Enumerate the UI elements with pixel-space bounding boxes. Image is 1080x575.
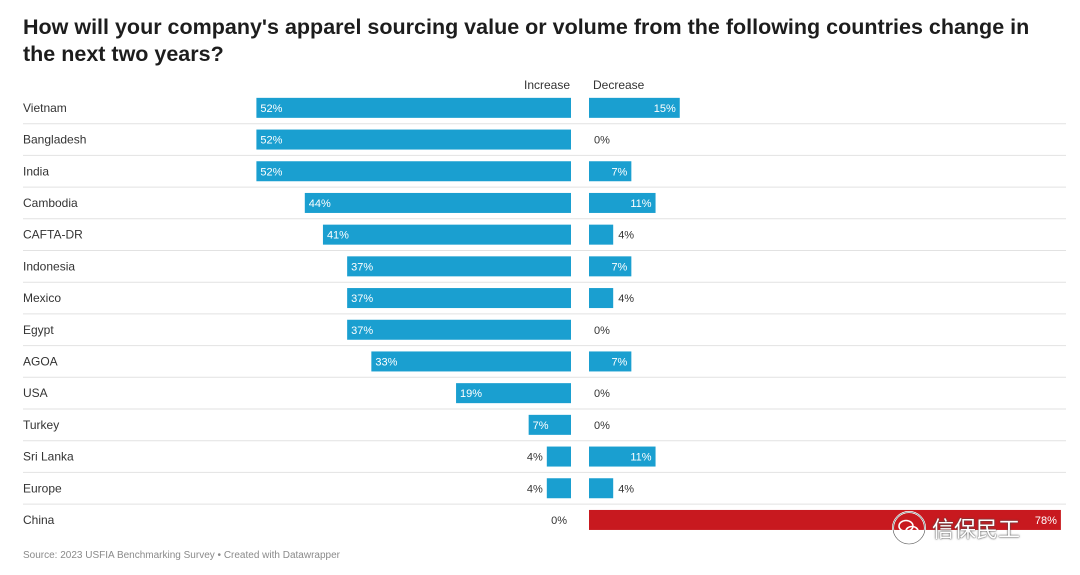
increase-column-header: Increase	[524, 78, 571, 92]
decrease-value-label: 15%	[654, 103, 676, 115]
category-label: Mexico	[23, 291, 61, 305]
increase-value-label: 33%	[375, 356, 397, 368]
decrease-column-header: Decrease	[593, 78, 645, 92]
increase-value-label: 0%	[551, 515, 567, 527]
decrease-value-label: 4%	[618, 293, 634, 305]
decrease-bar	[589, 478, 614, 499]
decrease-value-label: 0%	[594, 135, 610, 147]
increase-value-label: 52%	[260, 135, 282, 147]
increase-value-label: 41%	[327, 230, 349, 242]
decrease-value-label: 0%	[594, 420, 610, 432]
increase-bar	[528, 414, 571, 435]
increase-bar	[371, 351, 571, 372]
increase-bar	[546, 478, 571, 499]
wechat-logo-icon	[892, 511, 926, 545]
increase-bar	[347, 256, 571, 277]
watermark: 信保民工	[892, 508, 1052, 548]
increase-value-label: 52%	[260, 103, 282, 115]
watermark-text: 信保民工	[932, 518, 1021, 543]
decrease-bar	[589, 351, 632, 372]
decrease-bar	[589, 288, 614, 309]
increase-bar	[256, 97, 571, 118]
category-label: Europe	[23, 481, 62, 495]
increase-value-label: 37%	[351, 325, 373, 337]
increase-bar	[347, 319, 571, 340]
category-label: Egypt	[23, 323, 54, 337]
increase-value-label: 7%	[533, 420, 549, 432]
decrease-value-label: 11%	[630, 198, 651, 210]
increase-value-label: 4%	[527, 452, 543, 464]
category-label: Indonesia	[23, 259, 75, 273]
decrease-bar	[589, 161, 632, 182]
decrease-bar	[589, 224, 614, 245]
increase-bar	[322, 224, 571, 245]
decrease-value-label: 78%	[1035, 515, 1057, 527]
decrease-value-label: 7%	[611, 261, 627, 273]
category-label: AGOA	[23, 354, 58, 368]
category-label: Sri Lanka	[23, 450, 74, 464]
category-label: Cambodia	[23, 196, 78, 210]
increase-value-label: 37%	[351, 261, 373, 273]
category-label: China	[23, 513, 55, 527]
decrease-bar	[589, 446, 656, 467]
decrease-value-label: 7%	[611, 356, 627, 368]
decrease-value-label: 11%	[630, 452, 651, 464]
increase-value-label: 4%	[527, 483, 543, 495]
category-label: CAFTA-DR	[23, 228, 83, 242]
decrease-bar	[589, 192, 656, 213]
increase-bar	[546, 446, 571, 467]
increase-value-label: 37%	[351, 293, 373, 305]
decrease-value-label: 4%	[618, 230, 634, 242]
increase-value-label: 52%	[260, 166, 282, 178]
category-label: Turkey	[23, 418, 59, 432]
diverging-bar-chart: Vietnam 52% 15% Bangladesh 52% 0% India 52% 7% Ca…	[23, 97, 1066, 530]
decrease-value-label: 4%	[618, 483, 634, 495]
increase-bar	[256, 161, 571, 182]
increase-value-label: 44%	[309, 198, 331, 210]
decrease-bar	[589, 256, 632, 277]
decrease-value-label: 7%	[611, 166, 627, 178]
decrease-value-label: 0%	[594, 325, 610, 337]
increase-bar	[456, 383, 571, 404]
category-label: Bangladesh	[23, 133, 86, 147]
decrease-value-label: 0%	[594, 388, 610, 400]
source-note: Source: 2023 USFIA Benchmarking Survey •…	[23, 550, 340, 561]
category-label: India	[23, 164, 49, 178]
decrease-bar	[589, 97, 680, 118]
increase-bar	[347, 288, 571, 309]
increase-bar	[256, 129, 571, 150]
increase-value-label: 19%	[460, 388, 482, 400]
decrease-bar	[589, 509, 1061, 530]
chart-title: How will your company's apparel sourcing…	[23, 15, 1030, 66]
category-label: Vietnam	[23, 101, 67, 115]
category-label: USA	[23, 386, 48, 400]
increase-bar	[304, 192, 571, 213]
